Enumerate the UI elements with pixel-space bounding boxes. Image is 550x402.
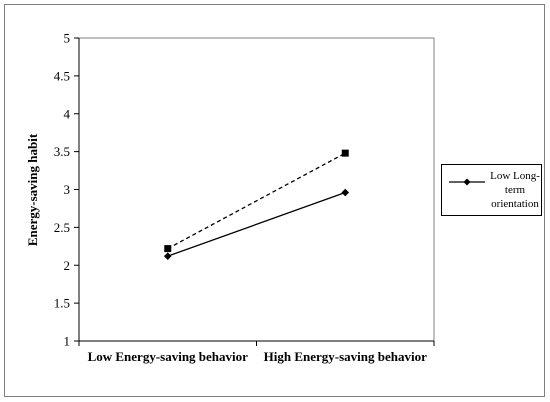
series-square-group	[164, 149, 349, 253]
y-tick-label: 3	[64, 182, 71, 197]
y-tick-label: 5	[64, 31, 71, 46]
plot-area	[78, 37, 435, 342]
y-tick-label: 1.5	[54, 296, 70, 311]
y-tick-label: 4	[64, 106, 71, 121]
y-axis: 1 1.5 2 2.5 3 3.5 4 4.5 5	[54, 31, 80, 349]
series-line	[167, 152, 346, 250]
series-line	[167, 191, 346, 257]
y-tick-label: 3.5	[54, 144, 70, 159]
y-tick-label: 1	[64, 334, 71, 349]
y-tick-label: 2.5	[54, 220, 70, 235]
square-marker	[341, 149, 349, 157]
legend: Low Long-term orientation	[441, 164, 542, 216]
y-axis-title: Energy-saving habit	[25, 133, 40, 246]
y-tick-label: 4.5	[54, 68, 70, 83]
x-category-label: Low Energy-saving behavior	[88, 349, 249, 364]
square-marker	[164, 245, 172, 253]
diamond-marker	[163, 252, 172, 260]
legend-swatch	[449, 178, 485, 186]
legend-label: Low Long-term orientation	[490, 170, 540, 210]
x-axis: Low Energy-saving behavior High Energy-sa…	[78, 340, 435, 364]
diamond-marker	[341, 188, 350, 197]
x-category-label: High Energy-saving behavior	[264, 349, 427, 364]
y-tick-label: 2	[64, 258, 71, 273]
series-diamond-group	[163, 188, 350, 260]
series-layer	[163, 149, 350, 260]
legend-diamond-marker	[463, 178, 471, 186]
